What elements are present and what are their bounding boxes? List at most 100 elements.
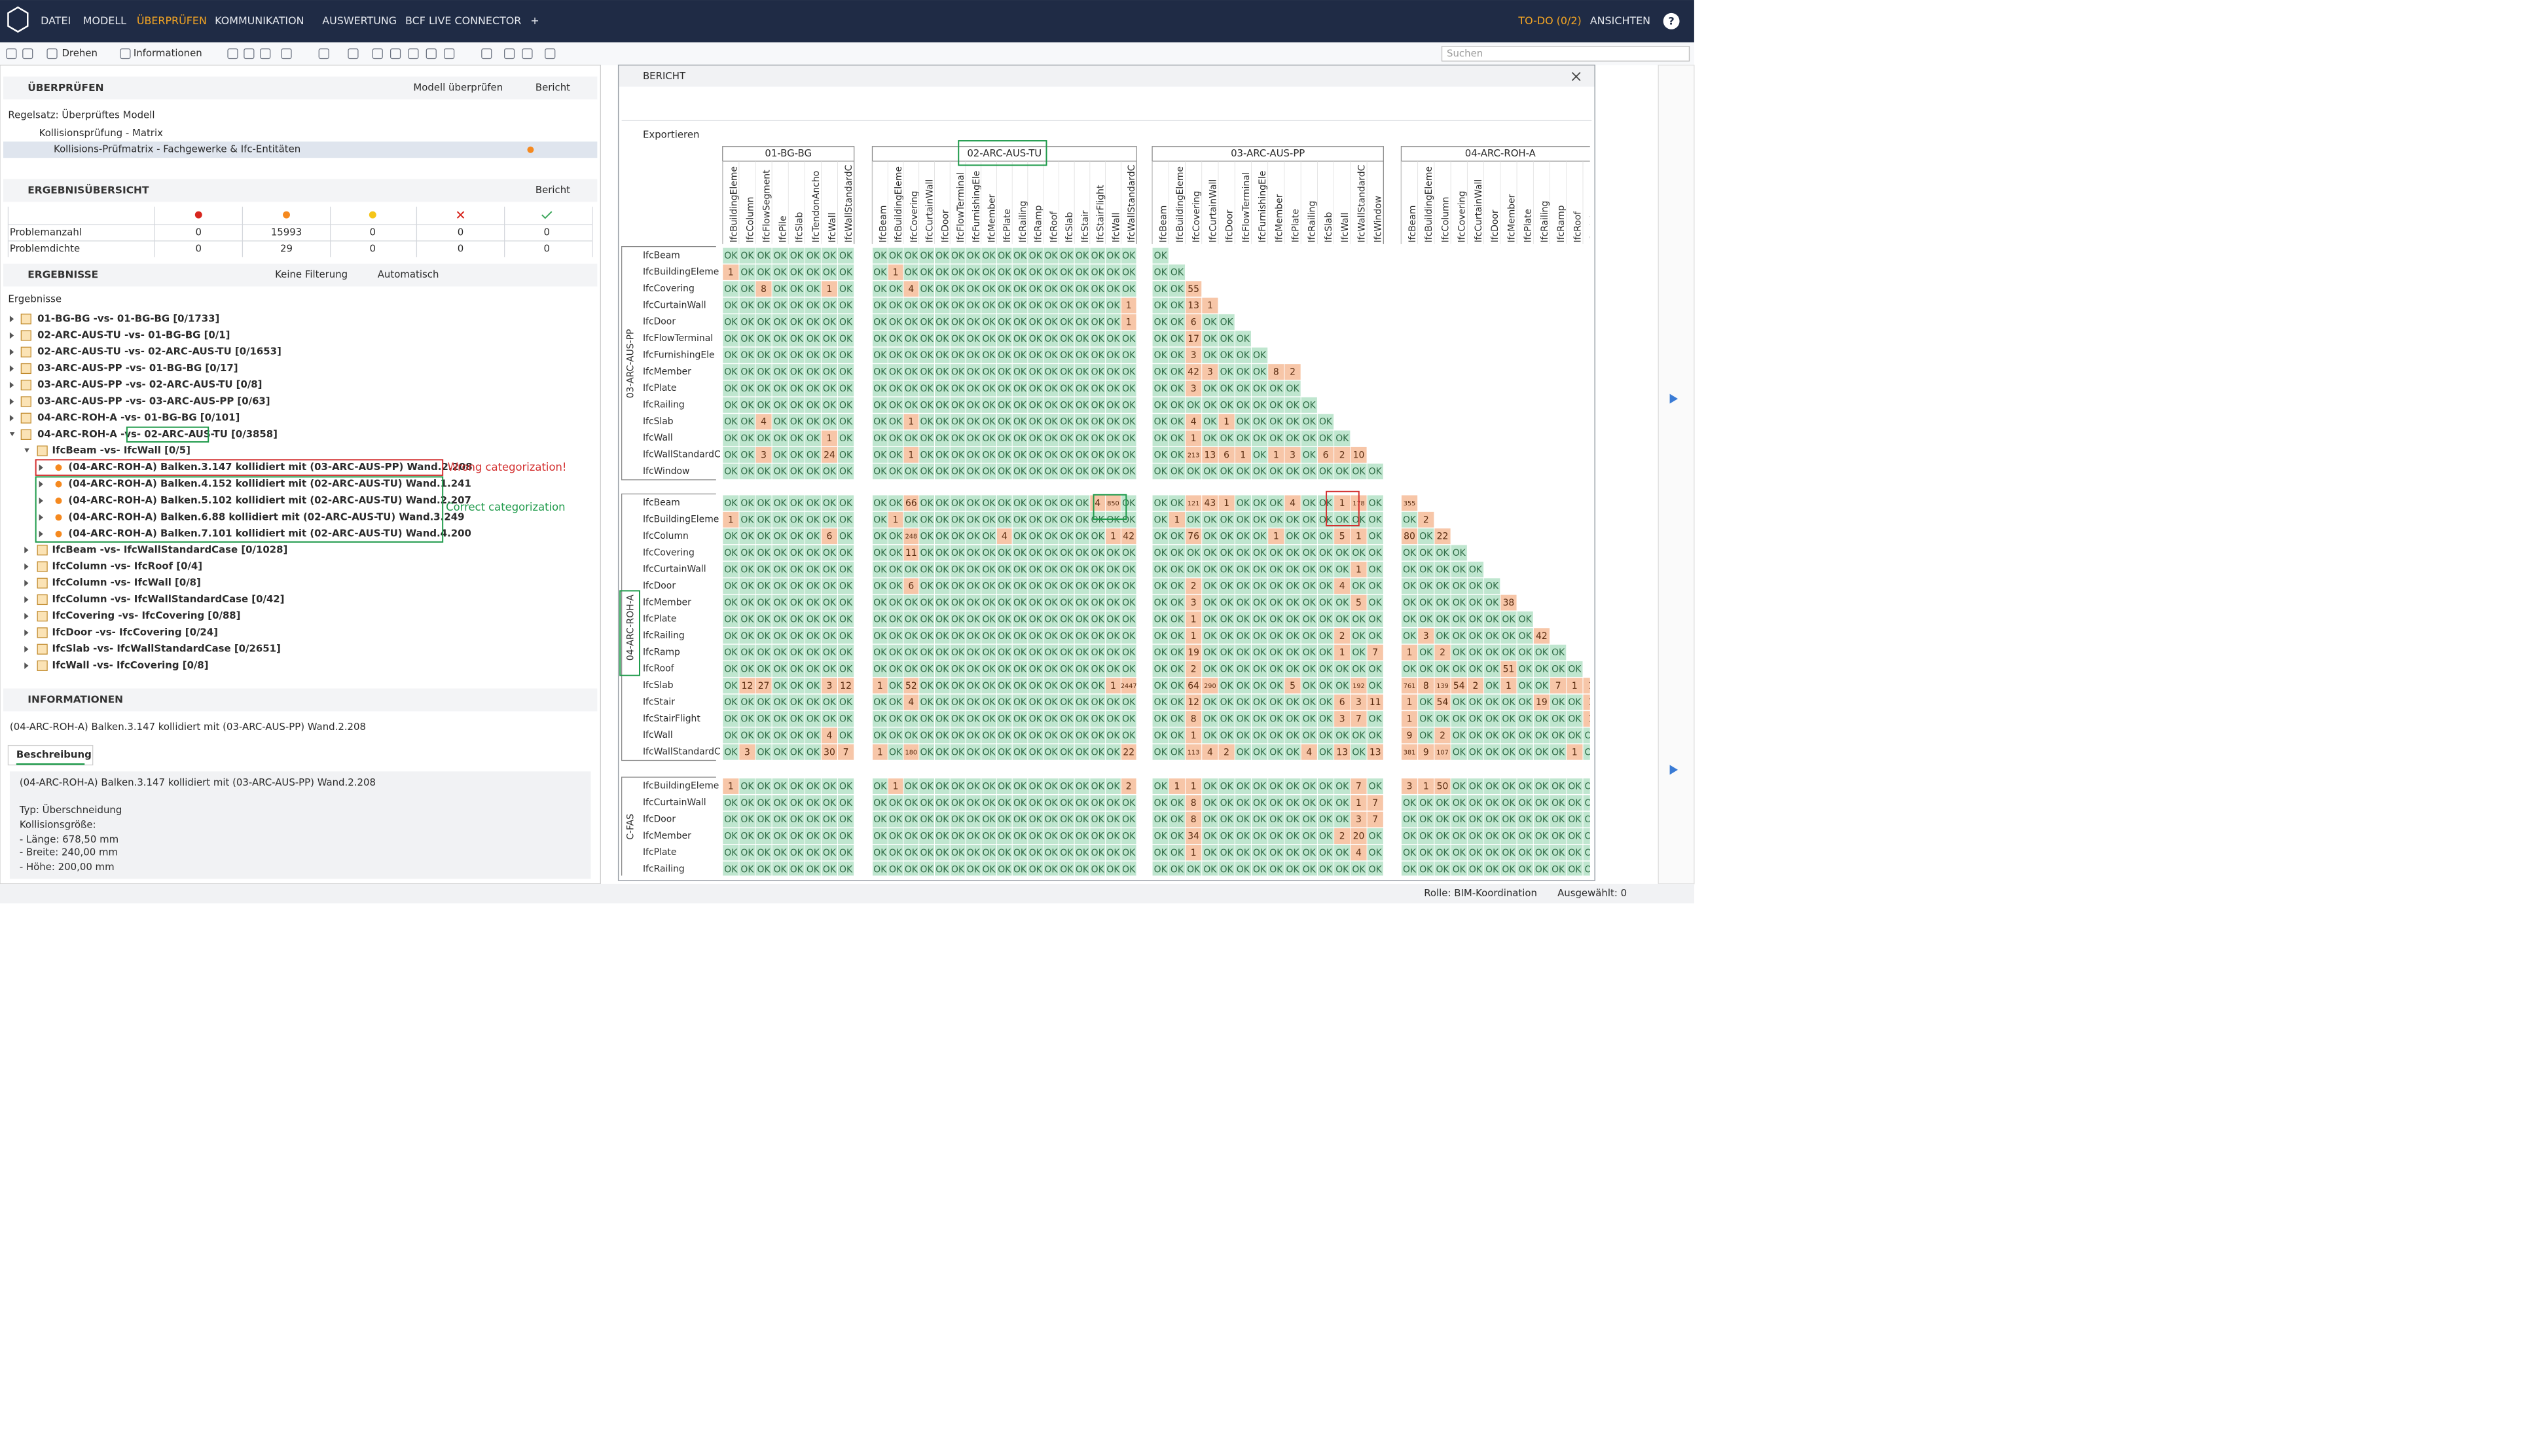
tool-icon[interactable]	[318, 48, 329, 60]
expander[interactable]	[9, 348, 14, 355]
tool-icon[interactable]	[46, 48, 58, 60]
result-group[interactable]: 03-ARC-AUS-PP -vs- 01-BG-BG [0/17]	[37, 362, 238, 374]
tab-label[interactable]: Beschreibung	[16, 749, 92, 761]
expander[interactable]	[24, 646, 29, 653]
cell-value: OK	[1044, 831, 1058, 842]
cell-value: OK	[1269, 647, 1283, 658]
tool-icon[interactable]	[545, 48, 556, 60]
expander[interactable]	[9, 316, 14, 323]
tool-icon[interactable]	[504, 48, 515, 60]
cell-value: OK	[1237, 350, 1250, 361]
expander[interactable]	[24, 563, 29, 570]
tool-icon[interactable]	[120, 48, 131, 60]
cell-value: OK	[1029, 664, 1043, 675]
menu-item[interactable]: DATEI	[41, 14, 71, 27]
tool-icon[interactable]	[426, 48, 437, 60]
menu-item[interactable]: KOMMUNIKATION	[215, 14, 304, 27]
search-placeholder[interactable]: Suchen	[1447, 48, 1483, 60]
result-subgroup[interactable]: IfcBeam -vs- IfcWall [0/5]	[52, 445, 191, 456]
result-subgroup[interactable]: IfcBeam -vs- IfcWallStandardCase [0/1028…	[52, 543, 288, 555]
cell-value: OK	[1303, 433, 1316, 444]
expander[interactable]	[9, 382, 14, 389]
expander[interactable]	[24, 629, 29, 636]
help[interactable]: ?	[1668, 15, 1674, 27]
tool-icon[interactable]	[372, 48, 383, 60]
issue[interactable]: (04-ARC-ROH-A) Balken.7.101 kollidiert m…	[68, 528, 471, 539]
tab[interactable]	[7, 744, 94, 766]
tool-icon[interactable]	[390, 48, 401, 60]
result-group[interactable]: 04-ARC-ROH-A -vs- 02-ARC-AUS-TU [0/3858]	[37, 428, 278, 440]
issue[interactable]: (04-ARC-ROH-A) Balken.4.152 kollidiert m…	[68, 478, 471, 490]
mode-dropdown[interactable]: Automatisch	[378, 268, 439, 280]
tree-matrix[interactable]: Kollisions-Prüfmatrix - Fachgewerke & If…	[54, 143, 300, 155]
tool-icon[interactable]	[444, 48, 455, 60]
search-box[interactable]	[1441, 46, 1690, 62]
expander[interactable]	[9, 332, 14, 339]
todo[interactable]: TO-DO (0/2)	[1517, 14, 1581, 27]
issue[interactable]: (04-ARC-ROH-A) Balken.6.88 kollidiert mi…	[68, 511, 464, 522]
export-button[interactable]: Exportieren	[643, 128, 700, 140]
expander[interactable]	[24, 547, 29, 554]
tool-icon[interactable]	[522, 48, 533, 60]
menu-item[interactable]: MODELL	[83, 14, 126, 27]
tree-root[interactable]: Kollisionsprüfung - Matrix	[39, 127, 163, 139]
result-subgroup[interactable]: IfcColumn -vs- IfcRoof [0/4]	[52, 560, 203, 572]
run-check[interactable]: Modell überprüfen	[413, 81, 503, 93]
tool-icon[interactable]	[260, 48, 271, 60]
cell-value: OK	[757, 647, 771, 658]
cell-value: OK	[905, 614, 918, 625]
expander[interactable]	[39, 514, 43, 521]
tool-icon[interactable]	[244, 48, 255, 60]
filter-dropdown[interactable]: Keine Filterung	[275, 268, 348, 280]
expander[interactable]	[39, 481, 43, 488]
tool-icon[interactable]	[281, 48, 292, 60]
expander[interactable]	[24, 448, 29, 453]
menu-item[interactable]: BCF LIVE CONNECTOR	[405, 14, 521, 27]
issue[interactable]: (04-ARC-ROH-A) Balken.3.147 kollidiert m…	[68, 461, 472, 473]
result-subgroup[interactable]: IfcColumn -vs- IfcWallStandardCase [0/42…	[52, 593, 285, 605]
expander[interactable]	[9, 365, 14, 372]
tool-icon[interactable]	[6, 48, 17, 60]
result-group[interactable]: 02-ARC-AUS-TU -vs- 01-BG-BG [0/1]	[37, 329, 230, 341]
tool-icon[interactable]	[227, 48, 238, 60]
tool-icon[interactable]	[408, 48, 419, 60]
expander[interactable]	[9, 414, 14, 422]
result-subgroup[interactable]: IfcSlab -vs- IfcWallStandardCase [0/2651…	[52, 643, 281, 655]
result-group[interactable]: 03-ARC-AUS-PP -vs- 02-ARC-AUS-TU [0/8]	[37, 378, 262, 390]
overview-report[interactable]: Bericht	[535, 184, 570, 196]
help-icon[interactable]	[1663, 12, 1680, 29]
cell-value: OK	[1419, 848, 1433, 858]
rotate-button[interactable]: Drehen	[62, 47, 98, 59]
menu-item[interactable]: +	[530, 14, 539, 27]
report-button[interactable]: Bericht	[535, 81, 570, 93]
result-group[interactable]: 03-ARC-AUS-PP -vs- 03-ARC-AUS-PP [0/63]	[37, 395, 270, 407]
menu-item[interactable]: AUSWERTUNG	[322, 14, 397, 27]
tool-icon[interactable]	[481, 48, 492, 60]
result-group[interactable]: 01-BG-BG -vs- 01-BG-BG [0/1733]	[37, 312, 219, 324]
expander[interactable]	[24, 579, 29, 587]
cell-value: OK	[951, 300, 965, 311]
close-button[interactable]	[1571, 72, 1581, 81]
result-subgroup[interactable]: IfcColumn -vs- IfcWall [0/8]	[52, 577, 201, 589]
result-subgroup[interactable]: IfcWall -vs- IfcCovering [0/8]	[52, 659, 209, 671]
expander[interactable]	[24, 596, 29, 603]
tool-icon[interactable]	[22, 48, 33, 60]
expander[interactable]	[9, 432, 15, 437]
menu-item[interactable]: ÜBERPRÜFEN	[137, 14, 207, 27]
expander[interactable]	[39, 530, 43, 537]
cell-value: OK	[1122, 251, 1136, 261]
result-subgroup[interactable]: IfcDoor -vs- IfcCovering [0/24]	[52, 626, 218, 638]
issue[interactable]: (04-ARC-ROH-A) Balken.5.102 kollidiert m…	[68, 494, 471, 506]
expander[interactable]	[39, 464, 43, 471]
tool-icon[interactable]	[348, 48, 359, 60]
result-group[interactable]: 04-ARC-ROH-A -vs- 01-BG-BG [0/101]	[37, 412, 240, 424]
expander[interactable]	[39, 497, 43, 504]
views-menu[interactable]: ANSICHTEN	[1590, 14, 1650, 27]
info-button[interactable]: Informationen	[134, 47, 202, 59]
expander[interactable]	[9, 398, 14, 405]
result-group[interactable]: 02-ARC-AUS-TU -vs- 02-ARC-AUS-TU [0/1653…	[37, 346, 281, 357]
expander[interactable]	[24, 613, 29, 620]
expander[interactable]	[24, 662, 29, 669]
result-subgroup[interactable]: IfcCovering -vs- IfcCovering [0/88]	[52, 610, 241, 621]
